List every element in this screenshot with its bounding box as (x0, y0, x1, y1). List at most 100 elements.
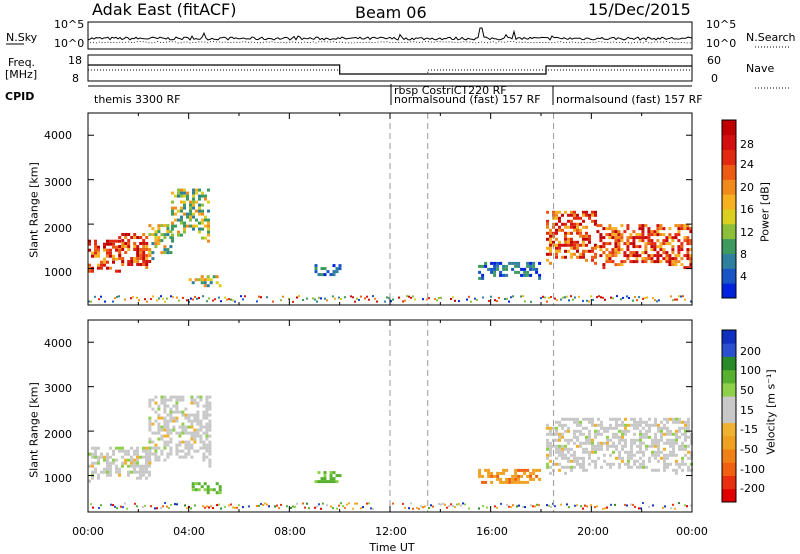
power-cell-region-3 (183, 203, 186, 207)
power-cell-region-1 (142, 257, 146, 260)
velocity-cell-region-1 (160, 398, 164, 402)
velocity-cell-region-2 (194, 488, 198, 492)
velocity-ground-echo (220, 507, 222, 510)
power-cell-region-6 (517, 270, 521, 274)
velocity-cell-region-5 (687, 426, 690, 430)
power-cell-region-8 (677, 254, 681, 258)
power-cell-region-7 (570, 240, 573, 244)
velocity-cell-region-5 (669, 429, 672, 433)
velocity-ground-echo (216, 504, 218, 507)
power-cell-region-0 (112, 260, 115, 264)
velocity-ground-echo (100, 504, 102, 507)
power-tick-28: 28 (740, 138, 754, 151)
velocity-cell-region-1 (205, 437, 209, 441)
power-cell-region-7 (570, 252, 573, 256)
velocity-cell-region-0 (136, 446, 139, 450)
velocity-cell-region-5 (687, 468, 690, 472)
power-cell-region-6 (493, 270, 497, 274)
velocity-cell-region-1 (205, 434, 209, 438)
power-cell-region-7 (558, 228, 561, 232)
velocity-cell-region-1 (169, 446, 173, 450)
velocity-cell-region-5 (663, 426, 666, 430)
power-tick-4: 4 (740, 270, 747, 283)
velocity-cell-region-1 (178, 440, 182, 444)
velocity-ground-echo (210, 505, 212, 508)
power-cell-region-6 (535, 267, 539, 271)
velocity-cell-region-1 (202, 431, 206, 435)
velocity-cell-region-1 (193, 401, 197, 405)
power-cell-region-6 (529, 273, 533, 277)
velocity-cell-region-0 (94, 455, 97, 459)
velocity-cell-region-5 (645, 447, 648, 451)
power-cell-region-0 (106, 260, 109, 264)
velocity-cell-region-5 (666, 441, 669, 445)
power-cell-region-8 (650, 260, 654, 264)
velocity-ground-echo (176, 503, 178, 506)
velocity-cell-region-4 (505, 480, 509, 484)
power-ground-echo (124, 298, 126, 301)
power-cell-region-8 (638, 254, 642, 258)
velocity-cell-region-5 (573, 456, 576, 460)
velocity-cell-region-5 (624, 432, 627, 436)
power-cell-region-3 (198, 194, 201, 198)
velocity-cell-region-5 (636, 423, 639, 427)
velocity-cell-region-0 (136, 449, 139, 453)
velocity-cell-region-4 (517, 477, 521, 481)
velocity-cell-region-5 (612, 432, 615, 436)
velocity-cell-region-1 (157, 404, 161, 408)
power-cell-region-3 (192, 203, 195, 207)
power-cell-region-4 (206, 278, 210, 282)
velocity-cell-region-0 (148, 470, 151, 474)
power-ground-echo (282, 295, 284, 298)
velocity-cell-region-5 (648, 417, 651, 421)
power-cell-region-8 (674, 224, 678, 228)
power-cell-region-3 (183, 191, 186, 195)
velocity-ground-echo (410, 502, 412, 505)
velocity-cell-region-5 (570, 438, 573, 442)
power-cell-region-8 (647, 233, 651, 237)
velocity-cell-region-5 (585, 417, 588, 421)
velocity-cell-region-1 (166, 452, 170, 456)
velocity-ground-echo (164, 502, 166, 504)
velocity-cell-region-5 (591, 447, 594, 451)
velocity-cell-region-0 (139, 464, 142, 468)
velocity-cell-region-5 (639, 444, 642, 448)
power-cell-region-8 (629, 254, 633, 258)
power-cell-region-7 (576, 246, 579, 250)
velocity-cell-region-1 (175, 446, 179, 450)
velocity-cell-region-5 (555, 420, 558, 424)
velocity-cell-region-5 (627, 456, 630, 460)
velocity-cell-region-1 (193, 428, 197, 432)
nave-tick-low: 0 (711, 72, 718, 85)
velocity-ground-echo (336, 507, 338, 510)
velocity-cell-region-5 (630, 453, 633, 457)
power-cell-region-7 (573, 228, 576, 232)
velocity-cell-region-1 (178, 455, 182, 459)
velocity-cell-region-5 (660, 456, 663, 460)
power-cell-region-8 (638, 233, 642, 237)
velocity-cell-region-5 (573, 441, 576, 445)
power-colorbar-segment (722, 238, 736, 254)
velocity-cell-region-1 (181, 425, 185, 429)
velocity-cell-region-5 (636, 438, 639, 442)
power-cell-region-3 (207, 227, 210, 231)
velocity-ground-echo (638, 507, 640, 510)
velocity-cell-region-0 (112, 458, 115, 462)
velocity-cell-region-5 (642, 450, 645, 454)
velocity-ground-echo (478, 507, 480, 510)
power-ground-echo (344, 296, 346, 299)
power-cell-region-7 (549, 237, 552, 241)
power-cell-region-3 (189, 206, 192, 210)
power-cell-region-7 (561, 228, 564, 232)
power-cell-region-3 (180, 206, 183, 210)
power-ground-echo (434, 298, 436, 300)
power-cell-region-3 (186, 191, 189, 195)
power-cell-region-8 (662, 242, 666, 246)
power-cell-region-7 (588, 216, 591, 220)
velocity-cell-region-4 (508, 480, 512, 484)
velocity-cell-region-5 (567, 465, 570, 469)
velocity-ground-echo (584, 504, 586, 507)
power-cell-region-1 (124, 236, 128, 239)
power-cell-region-8 (683, 224, 687, 228)
velocity-cell-region-5 (561, 417, 564, 421)
